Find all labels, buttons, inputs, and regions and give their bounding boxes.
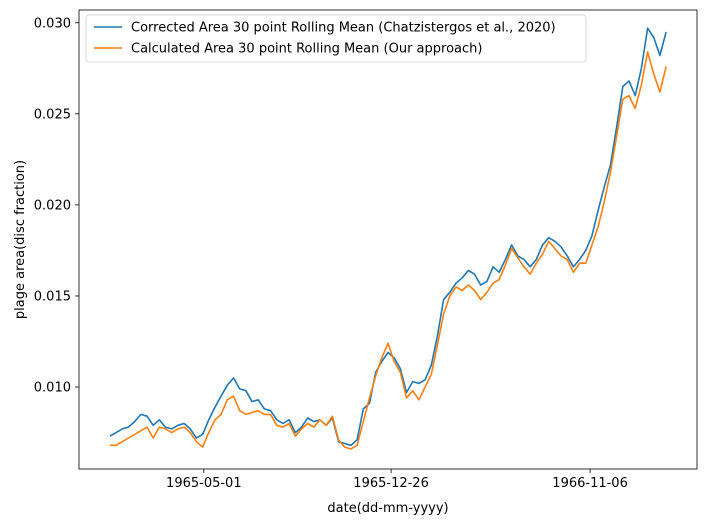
x-axis-label: date(dd-mm-yyyy) xyxy=(327,501,448,516)
x-tick-label: 1965-12-26 xyxy=(353,476,429,491)
series-line-2 xyxy=(109,51,667,450)
y-tick-label: 0.030 xyxy=(34,16,71,31)
x-axis: 1965-05-01 1965-12-26 1966-11-06 xyxy=(166,469,628,491)
legend: Corrected Area 30 point Rolling Mean (Ch… xyxy=(85,14,587,63)
legend-label: Calculated Area 30 point Rolling Mean (O… xyxy=(131,42,482,57)
legend-box xyxy=(85,14,587,63)
y-tick-label: 0.015 xyxy=(34,289,71,304)
x-tick-label: 1966-11-06 xyxy=(552,476,628,491)
plot-area xyxy=(109,27,667,450)
y-axis: 0.010 0.015 0.020 0.025 0.030 xyxy=(34,16,79,396)
axes-frame xyxy=(78,9,698,470)
legend-label: Corrected Area 30 point Rolling Mean (Ch… xyxy=(131,21,556,36)
y-tick-label: 0.025 xyxy=(34,107,71,122)
y-tick-label: 0.010 xyxy=(34,381,71,396)
y-axis-label: plage area(disc fraction) xyxy=(13,160,28,319)
y-tick-label: 0.020 xyxy=(34,198,71,213)
series-line-1 xyxy=(109,27,667,447)
x-tick-label: 1965-05-01 xyxy=(166,476,242,491)
